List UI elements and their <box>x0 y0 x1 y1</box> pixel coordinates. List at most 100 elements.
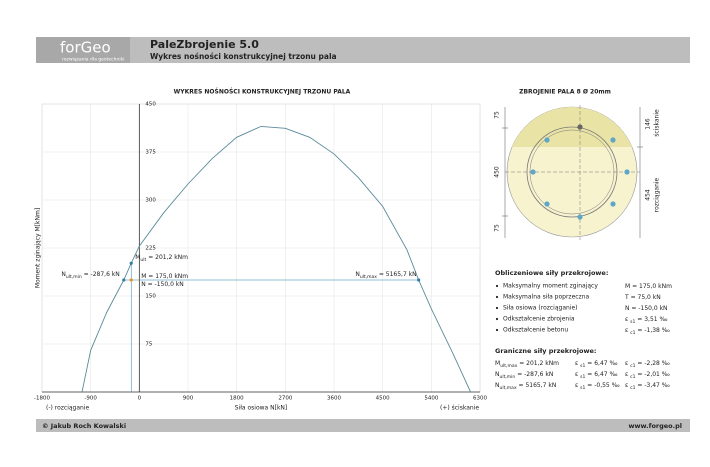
subscript: c1 <box>630 374 635 380</box>
text-part: = 6,47 ‰ <box>585 371 617 378</box>
text-part: M = 175,0 kNm <box>625 283 672 290</box>
x-tick-label: 3600 <box>327 396 341 402</box>
x-tick-label: 2700 <box>278 396 292 402</box>
rich-text: ε c1 = -2,01 ‰ <box>625 371 670 381</box>
text-part: N = -150,0 kN <box>625 305 668 312</box>
y-tick-label: 225 <box>145 246 156 252</box>
footer-url: www.forgeo.pl <box>629 422 682 430</box>
x-tick-label: -900 <box>84 396 97 402</box>
result-label: Odkształcenie betonu <box>503 327 568 334</box>
rich-text: M = 175,0 kNm <box>625 283 672 290</box>
x-tick-label: 0 <box>138 396 142 402</box>
text-part: = 201,2 kNm <box>146 254 188 261</box>
y-tick-label: 300 <box>145 198 156 204</box>
rich-text: Nult,max = 5165,7 kN <box>495 382 556 392</box>
bullet <box>495 317 499 321</box>
text-part: N = -150,0 kN <box>141 281 184 288</box>
subscript: ult,max <box>360 274 377 280</box>
bullet <box>495 284 499 288</box>
bullet <box>495 295 499 299</box>
subscript: ult <box>140 257 146 263</box>
subscript: c1 <box>630 330 635 336</box>
text-part: = 201,2 kNm <box>517 360 559 367</box>
app-title: PaleZbrojenie 5.0 <box>150 38 259 51</box>
x-axis-label: Siła osiowa N[kN] <box>235 405 288 412</box>
rich-text: ε s1 = -0,55 ‰ <box>575 382 620 392</box>
results-title: Obliczeniowe siły przekrojowe: <box>495 269 608 277</box>
cross-section <box>502 105 643 240</box>
text-part: ε <box>575 382 580 389</box>
text-part: = 6,47 ‰ <box>585 360 617 367</box>
capacity-curve <box>81 125 471 393</box>
logo-box <box>36 37 130 63</box>
result-label: Siła osiowa (rozciąganie) <box>503 305 578 312</box>
rich-text: ε c1 = -3,47 ‰ <box>625 382 670 392</box>
logo: forGeo <box>60 39 111 57</box>
text-part: M = 175,0 kNm <box>141 273 188 280</box>
text-part: ε <box>625 382 630 389</box>
bullet <box>495 306 499 310</box>
point <box>122 278 126 282</box>
result-label: Maksymalny moment zginający <box>503 283 598 290</box>
subscript: s1 <box>580 374 585 380</box>
dim-label: rozciąganie <box>654 177 661 212</box>
x-note-left: (-) rozciąganie <box>46 405 90 412</box>
dim-label: 146 <box>645 118 652 130</box>
text-part: N <box>495 382 500 389</box>
rich-text: ε c1 = -1,38 ‰ <box>625 327 670 337</box>
logo-sub: rozwiązania dla geotechniki <box>62 57 124 63</box>
dim-label: 75 <box>494 224 501 232</box>
dim-label: 450 <box>494 166 501 178</box>
text-part: ε <box>625 316 630 323</box>
text-part: N <box>355 271 360 278</box>
subscript: c1 <box>630 363 635 369</box>
section-title: ZBROJENIE PALA 8 Ø 20mm <box>519 89 611 96</box>
dim-label: ściskanie <box>654 109 661 137</box>
text-part: = -287,6 kN <box>515 371 553 378</box>
rich-text: N = -150,0 kN <box>625 305 668 312</box>
subscript: ult,max <box>500 363 517 369</box>
text-part: N <box>61 271 66 278</box>
y-tick-label: 150 <box>145 294 156 300</box>
text-part: = -0,55 ‰ <box>585 382 619 389</box>
x-tick-label: 5400 <box>424 396 438 402</box>
rich-text: ε c1 = -2,28 ‰ <box>625 360 670 370</box>
text-part: = -3,47 ‰ <box>636 382 670 389</box>
y-tick-label: 450 <box>145 102 156 108</box>
subscript: s1 <box>580 363 585 369</box>
text-part: = 5165,7 kN <box>517 382 557 389</box>
point <box>417 278 421 282</box>
y-tick-label: 375 <box>145 150 156 156</box>
rich-text: ε s1 = 6,47 ‰ <box>575 371 618 381</box>
bullet <box>495 328 499 332</box>
dim-label: 454 <box>645 189 652 201</box>
rich-text: Mult,max = 201,2 kNm <box>495 360 559 370</box>
x-tick-label: 4500 <box>376 396 390 402</box>
point <box>129 261 133 265</box>
rich-text: M = 175,0 kNm <box>141 273 188 280</box>
text-part: = 5165,7 kN <box>377 271 417 278</box>
text-part: ε <box>625 371 630 378</box>
text-part: T = 75,0 kN <box>624 294 661 301</box>
dim-label: 75 <box>494 111 501 119</box>
subscript: ult,max <box>500 385 517 391</box>
rich-text: ε s1 = 3,51 ‰ <box>625 316 668 326</box>
subscript: ult,min <box>66 274 82 280</box>
x-tick-label: 900 <box>183 396 194 402</box>
rich-text: Nult,min = -287,6 kN <box>61 271 119 281</box>
rich-text: Mult = 201,2 kNm <box>135 254 188 264</box>
text-part: M <box>495 360 500 367</box>
app-subtitle: Wykres nośności konstrukcyjnej trzonu pa… <box>150 52 337 61</box>
subscript: c1 <box>630 385 635 391</box>
text-part: M <box>135 254 140 261</box>
point <box>129 278 133 282</box>
rich-text: Nult,min = -287,6 kN <box>495 371 553 381</box>
subscript: ult,min <box>500 374 516 380</box>
text-part: = 3,51 ‰ <box>635 316 667 323</box>
text-part: = -2,28 ‰ <box>636 360 670 367</box>
header-band <box>36 37 690 63</box>
text-part: ε <box>575 360 580 367</box>
footer-band <box>36 419 690 432</box>
x-tick-label: 6300 <box>473 396 487 402</box>
